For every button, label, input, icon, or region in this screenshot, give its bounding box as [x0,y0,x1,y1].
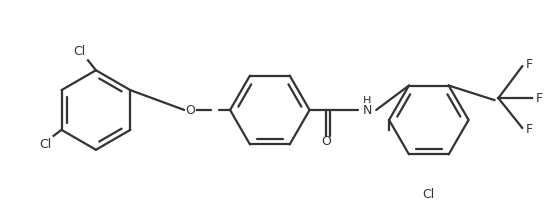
Text: Cl: Cl [74,45,86,58]
Text: H: H [363,96,371,106]
Text: Cl: Cl [39,138,52,151]
Text: O: O [322,135,331,148]
Text: O: O [185,103,195,117]
Text: F: F [536,92,543,104]
Text: F: F [526,123,534,136]
Text: F: F [526,58,534,71]
Text: N: N [362,103,372,117]
Text: Cl: Cl [423,187,435,200]
